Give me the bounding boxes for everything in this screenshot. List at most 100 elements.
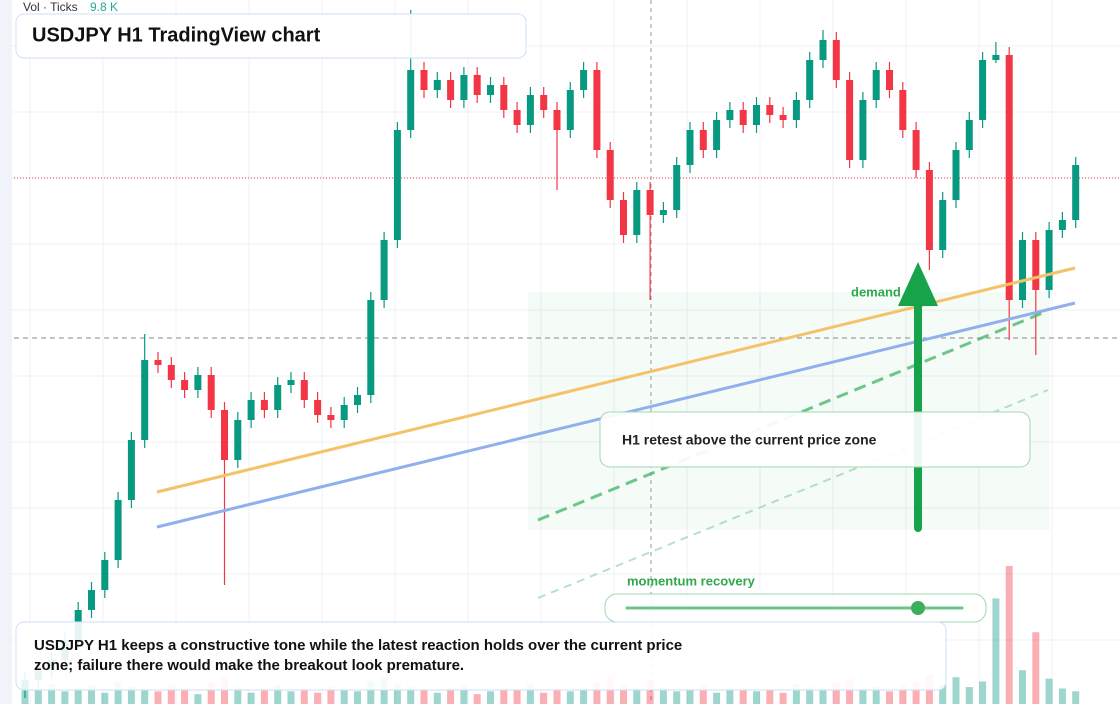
volume-bar [340, 689, 348, 704]
candle-body [340, 405, 348, 420]
volume-bar [899, 685, 907, 704]
volume-bar [420, 689, 428, 704]
volume-bar [101, 692, 109, 704]
volume-bar [487, 691, 494, 704]
candle-body [819, 40, 827, 60]
candle-body [234, 420, 242, 460]
candle-body [420, 70, 428, 90]
volume-bar [686, 689, 694, 704]
volume-bar [620, 685, 627, 704]
candle-body [1019, 240, 1026, 300]
volume-value: 9.8 K [90, 0, 118, 14]
candle-body [1072, 165, 1080, 220]
volume-bar [1005, 566, 1013, 704]
volume-bar [460, 685, 468, 704]
candle-body [526, 95, 534, 125]
candle-body [207, 375, 215, 410]
candle-body [832, 40, 840, 80]
candle-body [686, 130, 694, 165]
candle-body [154, 360, 162, 365]
volume-bar [699, 685, 707, 704]
volume-bar [1045, 678, 1053, 704]
volume-bar [407, 687, 415, 704]
volume-bar [221, 677, 228, 704]
candle-body [1058, 220, 1066, 230]
retest-label: H1 retest above the current price zone [622, 432, 877, 448]
volume-bar [792, 684, 800, 704]
candle-body [859, 100, 867, 160]
volume-bar [992, 598, 1000, 704]
candle-body [314, 400, 322, 415]
volume-bar [726, 688, 734, 704]
volume-bar [433, 692, 441, 704]
volume-bar [127, 687, 135, 704]
candle-body [886, 70, 893, 90]
volume-bar [500, 687, 508, 704]
summary-box [15, 621, 947, 691]
candle-body [327, 415, 335, 420]
volume-bar [886, 691, 893, 704]
candle-body [992, 55, 1000, 60]
candle-body [447, 80, 455, 100]
candle-body [659, 210, 667, 215]
candle-body [566, 90, 574, 130]
volume-label: Vol · Ticks [23, 0, 78, 14]
volume-bar [593, 682, 601, 704]
candle-body [114, 500, 122, 560]
volume-bar [806, 687, 814, 704]
volume-bar [513, 689, 521, 704]
candle-body [673, 165, 681, 210]
candle-body [127, 440, 135, 500]
volume-bar [447, 688, 455, 704]
volume-bar [859, 689, 867, 704]
candle-body [633, 190, 641, 235]
candle-body [354, 395, 361, 405]
candle-body [979, 60, 987, 120]
volume-bar [141, 689, 149, 704]
volume-bar [114, 681, 122, 704]
volume-bar [234, 687, 242, 704]
candle-body [540, 95, 548, 110]
volume-bar [327, 687, 335, 704]
volume-bar [766, 689, 774, 704]
volume-bar [872, 687, 880, 704]
candle-body [939, 200, 947, 250]
candle-body [260, 400, 268, 410]
volume-bar [380, 678, 388, 704]
candle-body [473, 75, 481, 95]
volume-bar [181, 688, 189, 704]
volume-bar [553, 688, 561, 704]
momentum-label: momentum recovery [627, 573, 756, 588]
candle-body [433, 80, 441, 90]
candle-body [141, 360, 149, 440]
volume-bar [367, 681, 375, 704]
volume-bar [207, 682, 215, 704]
volume-bar [673, 691, 681, 704]
volume-bar [473, 694, 481, 704]
volume-bar [779, 692, 787, 704]
candle-body [1032, 240, 1040, 290]
candle-body [766, 105, 774, 115]
retest-box [599, 411, 1031, 468]
candle-body [912, 130, 920, 170]
volume-bar [713, 692, 721, 704]
candle-body [606, 150, 614, 200]
volume-bar [832, 682, 840, 704]
candle-body [513, 110, 521, 125]
candle-body [194, 375, 202, 390]
volume-bar [167, 684, 175, 704]
volume-bar [952, 677, 960, 704]
volume-bar [1072, 691, 1080, 704]
volume-bar [566, 691, 574, 704]
volume-bar [846, 678, 854, 704]
volume-bar [965, 687, 973, 704]
candle-body [952, 150, 960, 200]
volume-bar [939, 684, 947, 704]
candle-body [553, 110, 561, 130]
volume-bar [48, 684, 56, 704]
candle-body [88, 590, 95, 610]
volume-bar [753, 691, 760, 704]
left-strip [0, 0, 12, 704]
candle-body [247, 400, 255, 420]
